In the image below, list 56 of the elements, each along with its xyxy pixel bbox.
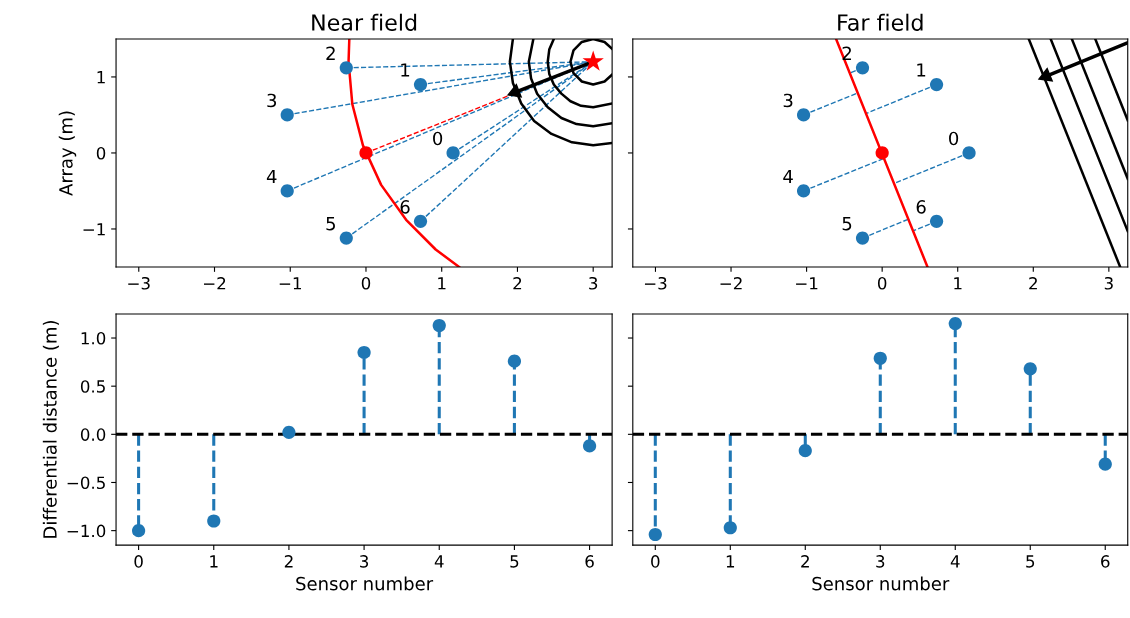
y-tick-label: 1.0: [81, 331, 106, 345]
x-tick-label: 3: [876, 555, 885, 568]
annotation: 0: [949, 131, 959, 146]
x-tick-label: 3: [1104, 276, 1113, 290]
x-tick-label: 3: [589, 276, 598, 290]
y-tick-label: −1: [83, 223, 105, 236]
x-tick-label: 1: [726, 555, 735, 568]
x-tick-label: 2: [284, 555, 293, 568]
y-tick-label: 0.0: [80, 428, 106, 441]
x-tick-label: 6: [1101, 555, 1110, 568]
x-tick-label: 0: [134, 555, 143, 568]
x-tick-label: 2: [801, 555, 809, 568]
x-axis-title: Sensor number: [296, 576, 434, 591]
annotation: 4: [783, 169, 793, 184]
x-tick-label: −3: [644, 276, 667, 290]
x-tick-label: 0: [361, 276, 371, 290]
x-tick-label: −2: [203, 276, 226, 290]
x-tick-label: 1: [438, 277, 446, 290]
annotation: 2: [842, 46, 851, 60]
x-tick-label: 5: [510, 555, 519, 568]
y-tick-label: 0: [96, 146, 106, 160]
y-tick-label: 1: [97, 71, 105, 84]
x-tick-label: −1: [796, 277, 818, 290]
x-axis-title: Sensor number: [812, 576, 950, 591]
x-tick-label: 4: [434, 555, 444, 568]
annotation: 1: [401, 63, 410, 77]
x-tick-label: 5: [1026, 555, 1035, 568]
annotation: 6: [400, 200, 410, 214]
x-tick-label: 1: [210, 555, 218, 568]
annotation: 4: [266, 169, 277, 184]
y-axis-title: Differential distance (m): [42, 320, 59, 538]
annotation: 6: [916, 200, 926, 214]
annotation: 0: [433, 131, 443, 146]
x-tick-label: −1: [279, 277, 301, 290]
annotation: 5: [842, 217, 852, 231]
annotation: 5: [326, 217, 335, 231]
x-tick-label: 4: [950, 555, 960, 568]
chart-title: Far field: [838, 13, 923, 31]
annotation: 1: [917, 63, 926, 77]
x-tick-label: 0: [877, 276, 887, 290]
x-tick-label: −3: [128, 276, 150, 290]
x-tick-label: 0: [651, 555, 660, 568]
x-tick-label: 3: [360, 555, 369, 568]
annotation: 3: [783, 93, 793, 108]
x-tick-label: 6: [585, 555, 594, 568]
y-tick-label: 0.5: [80, 380, 105, 393]
annotation: 3: [267, 93, 277, 108]
annotation: 2: [326, 46, 335, 60]
y-tick-label: −1.0: [67, 524, 106, 538]
chart-title: Near field: [312, 13, 417, 31]
x-tick-label: −2: [720, 276, 742, 290]
x-tick-label: 2: [1029, 276, 1037, 290]
y-tick-label: −0.5: [67, 476, 105, 490]
x-tick-label: 1: [954, 277, 962, 290]
y-axis-title: Array (m): [58, 111, 77, 196]
x-tick-label: 2: [513, 276, 522, 290]
